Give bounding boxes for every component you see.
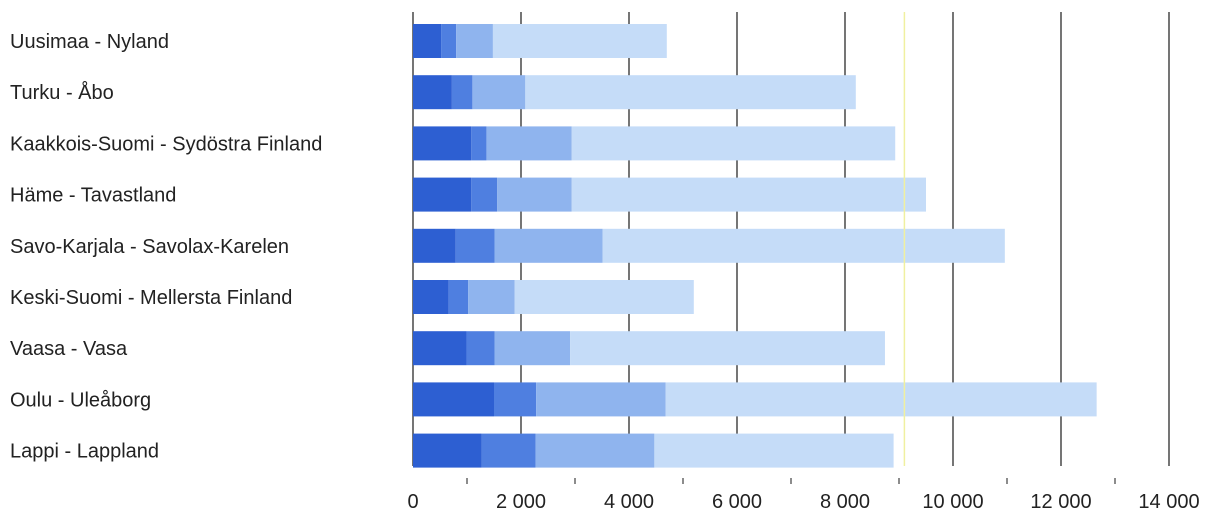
category-labels: Uusimaa - Nyland Turku - Åbo Kaakkois-Suom…	[10, 31, 322, 463]
bar-segment-9-3	[535, 433, 655, 468]
category-label: Turku - Åbo	[10, 81, 114, 104]
category-label: Keski-Suomi - Mellersta Finland	[10, 287, 292, 309]
bar-segment-1-2	[441, 24, 457, 58]
bar-segment-3-2	[471, 126, 487, 161]
x-tick-label: 10 000	[922, 491, 983, 513]
bar-segment-1-1	[413, 24, 442, 58]
x-axis-tick-labels: 0 2 000 4 000 6 000 8 000 10 000 12 000 14 000	[407, 491, 1199, 513]
x-tick-label: 0	[407, 491, 418, 513]
x-tick-label: 14 000	[1138, 491, 1199, 513]
x-tick-label: 4 000	[604, 491, 654, 513]
x-tick-label: 12 000	[1030, 491, 1091, 513]
bar-segment-3-3	[486, 126, 572, 161]
bar-segment-8-4	[665, 382, 1097, 417]
bar-segment-8-1	[413, 382, 494, 417]
bar-segment-5-3	[494, 228, 603, 263]
x-tick-label: 8 000	[820, 491, 870, 513]
category-label: Kaakkois-Suomi - Sydöstra Finland	[10, 133, 322, 155]
bar-segment-4-4	[571, 177, 926, 212]
bar-segment-4-1	[413, 177, 472, 212]
bar-segment-6-1	[413, 280, 449, 314]
bar-segment-7-2	[466, 331, 495, 366]
x-tick-label: 2 000	[496, 491, 546, 513]
bar-segment-2-2	[451, 75, 473, 110]
bar-segment-8-2	[494, 382, 537, 417]
bar-segment-7-4	[570, 331, 885, 366]
bar-segment-1-4	[492, 24, 667, 58]
bar-segment-1-3	[456, 24, 493, 58]
bar-segment-9-2	[481, 433, 536, 468]
bar-segment-5-2	[455, 228, 495, 263]
bar-segment-6-4	[514, 280, 694, 314]
bar-segment-7-1	[413, 331, 467, 366]
bar-segment-7-3	[494, 331, 571, 366]
bar-segment-6-3	[468, 280, 515, 314]
bar-segment-2-3	[472, 75, 526, 110]
bar-segment-5-4	[602, 228, 1005, 263]
bar-segment-8-3	[536, 382, 666, 417]
bar-segment-6-2	[448, 280, 469, 314]
bar-segment-3-1	[413, 126, 472, 161]
bar-segment-4-3	[497, 177, 572, 212]
category-label: Lappi - Lappland	[10, 441, 159, 463]
x-tick-label: 6 000	[712, 491, 762, 513]
bar-segment-4-2	[471, 177, 498, 212]
category-label: Häme - Tavastland	[10, 185, 176, 207]
bar-segment-9-1	[413, 433, 482, 468]
bar-segment-2-1	[413, 75, 452, 110]
bar-segment-9-4	[654, 433, 894, 468]
category-label: Uusimaa - Nyland	[10, 31, 169, 53]
category-label: Savo-Karjala - Savolax-Karelen	[10, 236, 289, 258]
category-label: Oulu - Uleåborg	[10, 389, 151, 411]
bars-layer	[413, 24, 1097, 468]
bar-segment-3-4	[571, 126, 896, 161]
bar-segment-5-1	[413, 228, 456, 263]
bar-segment-2-4	[525, 75, 856, 110]
category-label: Vaasa - Vasa	[10, 338, 128, 360]
